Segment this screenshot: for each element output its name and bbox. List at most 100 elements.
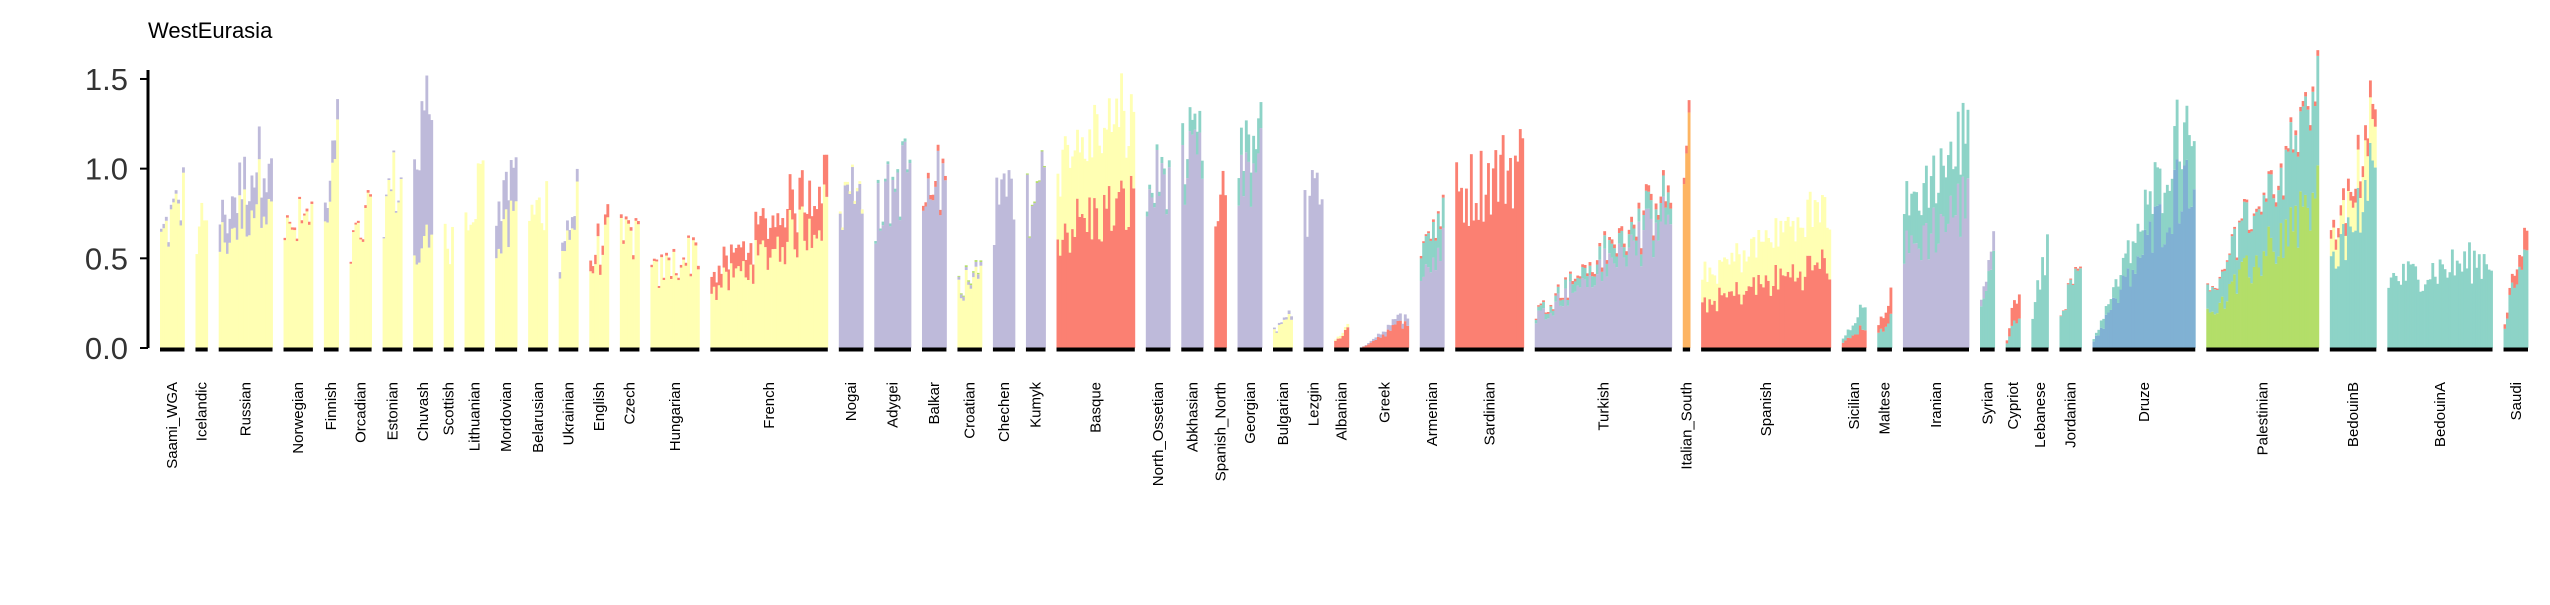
bar-segment (2188, 135, 2191, 208)
bar-segment (1757, 275, 1760, 348)
bar-segment (808, 219, 811, 348)
bar-segment (1420, 256, 1423, 258)
bar-segment (2214, 314, 2217, 348)
bar-segment (2272, 252, 2275, 348)
bar-segment (2260, 215, 2263, 276)
bar-segment (1482, 222, 1485, 348)
bar-segment (2357, 188, 2360, 348)
bar-segment (1688, 100, 1691, 112)
bar-segment (1260, 128, 1263, 348)
bar-segment (231, 196, 234, 228)
bar-segment (2110, 299, 2113, 310)
bar-segment (1987, 260, 1990, 271)
bar-segment (2013, 321, 2016, 348)
bar-segment (428, 248, 431, 348)
bar-segment (2011, 308, 2014, 326)
bar-segment (253, 218, 256, 348)
bar-segment (899, 217, 902, 221)
bar-segment (899, 220, 902, 348)
bar-segment (1096, 208, 1099, 348)
bar-segment (301, 220, 304, 223)
bar-segment (820, 241, 823, 348)
chart-title: WestEurasia (148, 18, 273, 43)
bar-segment (1967, 178, 1970, 348)
bar-segment (2097, 330, 2100, 335)
bar-segment (2154, 207, 2157, 348)
bar-segment (889, 226, 892, 348)
bar-segment (851, 167, 854, 348)
bar-segment (1633, 225, 1636, 229)
bar-segment (1887, 324, 1890, 348)
bar-segment (779, 262, 782, 348)
bar-segment (1194, 130, 1197, 348)
bar-segment (858, 181, 861, 184)
bar-segment (1750, 239, 1753, 287)
bar-segment (306, 209, 309, 212)
bar-segment (231, 229, 234, 348)
bar-segment (2287, 148, 2290, 151)
x-tick-label: Finnish (323, 382, 340, 430)
bar-segment (2349, 201, 2352, 227)
bar-segment (1074, 150, 1077, 236)
bar-segment (543, 230, 546, 348)
bar-segment (1397, 321, 1400, 348)
bar-segment (932, 200, 935, 348)
bar-segment (1184, 184, 1187, 205)
bar-segment (1576, 276, 1579, 278)
bar-segment (2173, 126, 2176, 170)
bar-segment (2015, 304, 2018, 324)
bar-segment (2015, 323, 2018, 348)
bar-segment (718, 266, 721, 286)
bar-segment (2127, 268, 2130, 348)
bar-segment (2265, 198, 2268, 201)
bar-segment (425, 225, 428, 348)
bar-segment (1504, 204, 1507, 348)
bar-segment (2245, 202, 2248, 255)
bar-segment (1158, 192, 1161, 196)
bar-segment (874, 241, 877, 244)
bar-segment (2258, 206, 2261, 209)
bar-segment (1290, 320, 1293, 348)
bar-segment (635, 221, 638, 348)
bar-segment (2287, 152, 2290, 247)
bar-segment (2292, 149, 2295, 152)
bar-segment (2250, 283, 2253, 348)
bar-segment (891, 177, 894, 180)
bar-segment (2400, 285, 2403, 348)
x-tick-label: Belarusian (530, 382, 547, 453)
bar-segment (606, 204, 609, 217)
bar-segment (589, 271, 592, 348)
bar-segment (1806, 200, 1809, 256)
bar-segment (2211, 286, 2214, 287)
bar-segment (1066, 145, 1069, 233)
bar-segment (2119, 275, 2122, 289)
x-tick-label: Spanish (1758, 382, 1775, 436)
bar-segment (512, 211, 515, 348)
bar-segment (957, 276, 960, 277)
bar-segment (1784, 221, 1787, 276)
bar-segment (1723, 293, 1726, 348)
bar-segment (2223, 269, 2226, 271)
bar-segment (2132, 241, 2135, 270)
bar-segment (1318, 205, 1321, 348)
bar-segment (1581, 264, 1584, 267)
bar-segment (573, 230, 576, 348)
bar-segment (823, 155, 826, 185)
bar-segment (1086, 161, 1089, 232)
bar-segment (219, 252, 222, 348)
bar-segment (1755, 258, 1758, 295)
bar-segment (1985, 291, 1988, 348)
bar-segment (1823, 197, 1826, 258)
bar-segment (1472, 220, 1475, 348)
bar-segment (1613, 244, 1616, 248)
bar-segment (1113, 124, 1116, 225)
bar-segment (725, 256, 728, 272)
bar-segment (1549, 313, 1552, 348)
bar-segment (1367, 344, 1370, 348)
bar-segment (505, 172, 508, 209)
bar-segment (2362, 177, 2365, 212)
bar-segment (359, 239, 362, 348)
bar-segment (655, 261, 658, 348)
bar-segment (306, 211, 309, 348)
bar-segment (887, 161, 890, 164)
